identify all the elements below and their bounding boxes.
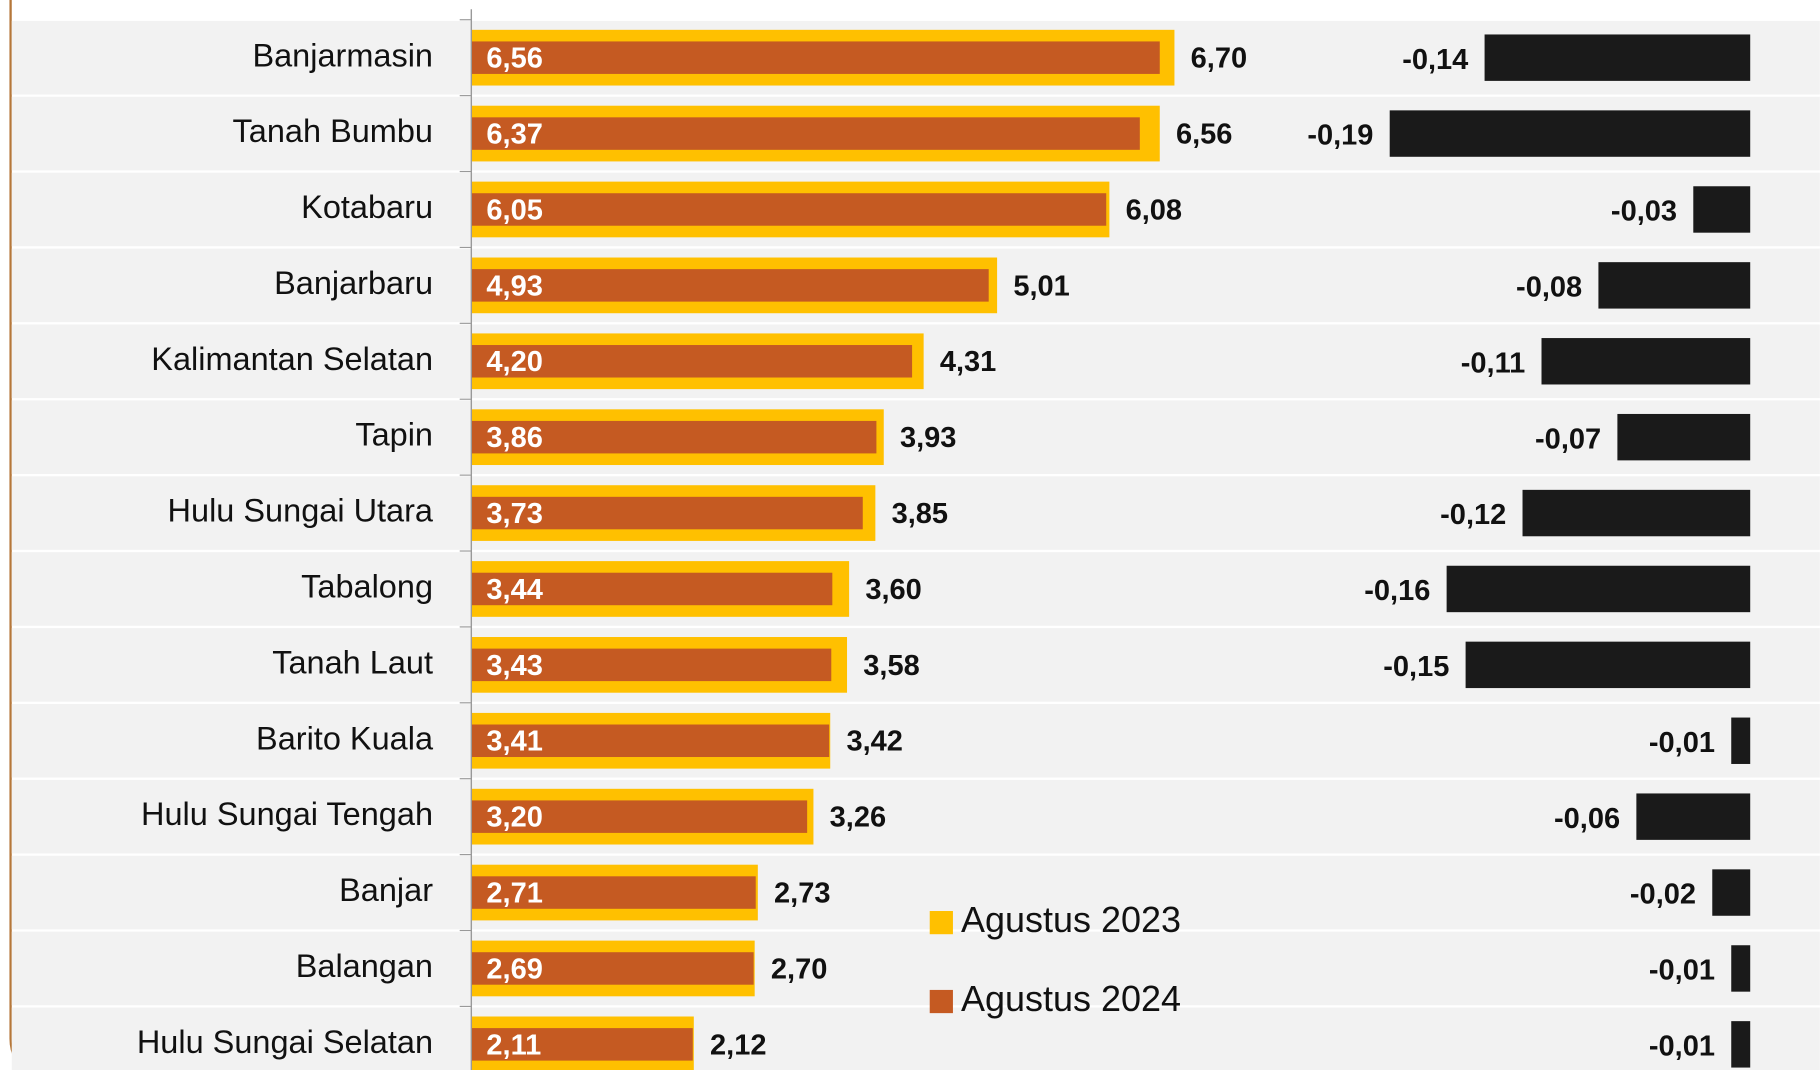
category-label: Tanah Laut xyxy=(272,644,433,680)
change-bar xyxy=(1617,413,1751,461)
value-label-2024: 3,73 xyxy=(486,498,542,530)
change-label: -0,16 xyxy=(1364,575,1430,607)
change-label: -0,01 xyxy=(1649,727,1715,759)
row-band xyxy=(11,779,1820,854)
change-label: -0,19 xyxy=(1307,120,1373,152)
category-label: Tabalong xyxy=(301,569,433,605)
value-label-2024: 6,37 xyxy=(486,119,542,151)
bar-2024 xyxy=(471,496,863,530)
value-label-2024: 2,11 xyxy=(486,1029,541,1061)
change-bar xyxy=(1541,338,1751,385)
value-label-2023: 2,73 xyxy=(774,878,830,910)
change-label: -0,12 xyxy=(1440,499,1506,531)
value-label-2023: 6,56 xyxy=(1176,119,1232,151)
change-bar xyxy=(1389,110,1751,157)
legend-swatch xyxy=(929,989,953,1014)
bar-2024 xyxy=(471,41,1160,74)
row-band xyxy=(11,476,1820,550)
legend-swatch xyxy=(929,911,953,935)
change-label: -0,14 xyxy=(1402,44,1468,76)
change-label: -0,08 xyxy=(1516,272,1582,304)
bar-2024 xyxy=(471,724,830,758)
legend-label: Agustus 2024 xyxy=(961,978,1181,1019)
value-label-2023: 6,70 xyxy=(1191,43,1247,75)
change-label: -0,02 xyxy=(1630,879,1696,911)
change-bar xyxy=(1712,869,1751,916)
bar-2024 xyxy=(471,572,833,606)
value-label-2024: 2,69 xyxy=(486,953,542,985)
category-label: Tapin xyxy=(355,417,433,453)
change-bar xyxy=(1522,489,1751,537)
value-label-2023: 2,70 xyxy=(771,953,827,985)
change-bar xyxy=(1484,34,1751,81)
value-label-2024: 4,20 xyxy=(486,346,542,378)
change-label: -0,03 xyxy=(1611,196,1677,228)
row-band xyxy=(11,855,1820,930)
value-label-2024: 6,56 xyxy=(486,43,542,75)
change-label: -0,11 xyxy=(1461,347,1526,379)
value-label-2024: 6,05 xyxy=(486,194,542,226)
category-label: Banjar xyxy=(339,872,433,908)
change-label: -0,06 xyxy=(1554,803,1620,835)
change-bar xyxy=(1731,1021,1751,1068)
change-bar xyxy=(1731,717,1751,764)
change-bar xyxy=(1598,262,1751,309)
category-label: Hulu Sungai Selatan xyxy=(137,1024,433,1060)
change-label: -0,01 xyxy=(1649,955,1715,987)
change-bar xyxy=(1465,641,1751,689)
value-label-2023: 3,26 xyxy=(830,802,886,834)
value-label-2024: 3,44 xyxy=(486,574,542,606)
row-band xyxy=(11,931,1820,1006)
value-label-2024: 3,43 xyxy=(486,650,542,682)
legend-label: Agustus 2023 xyxy=(961,899,1181,940)
bar-2024 xyxy=(471,345,913,378)
value-label-2023: 3,85 xyxy=(892,498,948,530)
bar-2024 xyxy=(471,420,877,454)
category-label: Kotabaru xyxy=(301,189,433,225)
value-label-2024: 2,71 xyxy=(486,878,542,910)
bar-2024 xyxy=(471,1028,693,1061)
row-band xyxy=(11,703,1820,778)
row-band xyxy=(11,1007,1820,1070)
category-label: Banjarmasin xyxy=(252,37,433,73)
bar-2024 xyxy=(471,800,808,833)
bar-2024 xyxy=(471,193,1107,226)
value-label-2023: 3,58 xyxy=(863,650,919,682)
bar-2024 xyxy=(471,648,832,682)
category-label: Kalimantan Selatan xyxy=(151,341,433,377)
change-bar xyxy=(1693,186,1751,233)
value-label-2023: 3,42 xyxy=(846,726,902,758)
value-label-2023: 5,01 xyxy=(1013,270,1069,302)
change-bar xyxy=(1446,565,1751,613)
value-label-2024: 3,20 xyxy=(486,802,542,834)
row-band xyxy=(11,400,1820,474)
change-bar xyxy=(1731,945,1751,992)
value-label-2024: 3,86 xyxy=(486,422,542,454)
value-label-2023: 3,93 xyxy=(900,422,956,454)
category-label: Tanah Bumbu xyxy=(233,113,433,149)
value-label-2024: 4,93 xyxy=(486,270,542,302)
value-label-2023: 6,08 xyxy=(1126,194,1182,226)
bar-2024 xyxy=(471,952,754,985)
category-label: Hulu Sungai Tengah xyxy=(141,796,433,832)
change-bar xyxy=(1636,793,1751,840)
value-label-2024: 3,41 xyxy=(486,726,542,758)
category-label: Hulu Sungai Utara xyxy=(168,493,434,529)
change-label: -0,15 xyxy=(1383,651,1449,683)
value-label-2023: 4,31 xyxy=(940,346,996,378)
bar-2024 xyxy=(471,117,1140,150)
bar-2024 xyxy=(471,876,756,909)
category-label: Balangan xyxy=(296,948,433,984)
value-label-2023: 3,60 xyxy=(865,574,921,606)
value-label-2023: 2,12 xyxy=(710,1029,766,1061)
category-label: Banjarbaru xyxy=(274,265,433,301)
change-label: -0,07 xyxy=(1535,423,1601,455)
category-label: Barito Kuala xyxy=(256,720,434,756)
change-label: -0,01 xyxy=(1649,1030,1715,1062)
bar-2024 xyxy=(471,269,989,302)
